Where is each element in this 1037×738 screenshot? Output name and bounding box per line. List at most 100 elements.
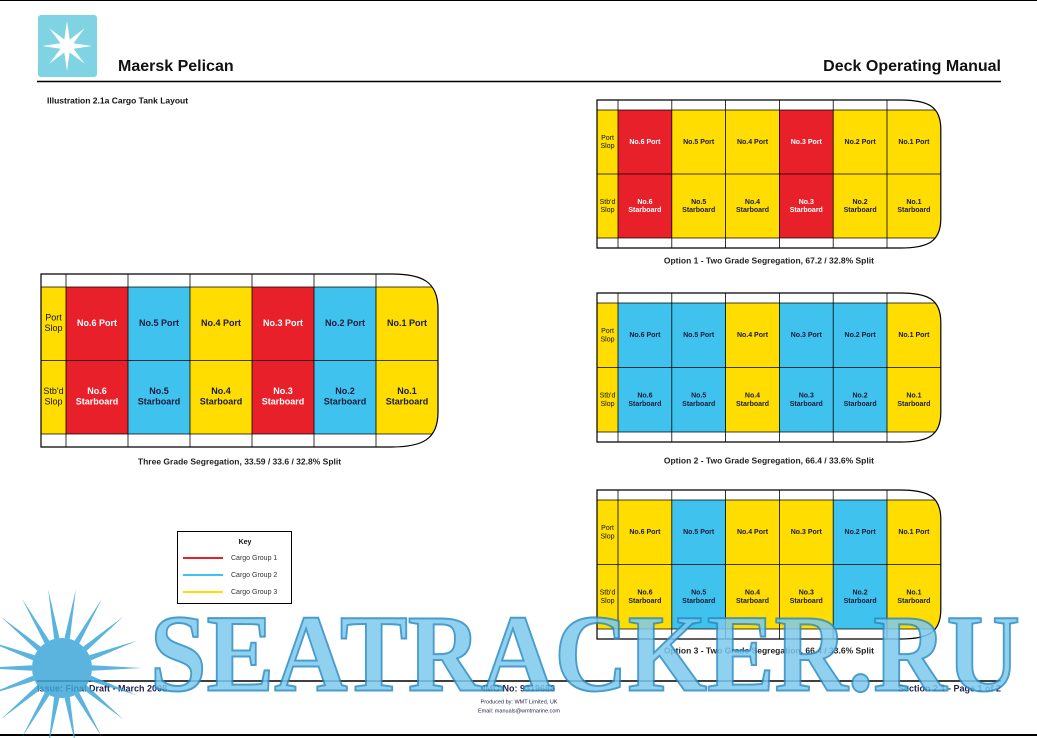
tank-label: No.4 Starboard — [200, 386, 243, 406]
logo-star — [42, 21, 92, 71]
tank-label: No.2 Port — [845, 332, 877, 339]
watermark-ray — [0, 685, 41, 720]
slop-tank — [597, 564, 618, 629]
hull-outline — [596, 489, 942, 640]
key-label: Cargo Group 2 — [231, 572, 277, 579]
watermark-ray — [91, 665, 142, 671]
tank-label: No.5 Port — [139, 318, 179, 328]
tank-label: No.3 Port — [791, 529, 823, 536]
slop-label: Stb'd Slop — [600, 393, 616, 408]
port-tank — [887, 303, 941, 368]
watermark-ray — [83, 685, 124, 720]
watermark-text: SEATRACKER.RU — [150, 592, 1020, 714]
tank-label: No.1 Starboard — [897, 199, 930, 214]
tank-label: No.5 Port — [683, 529, 715, 536]
slop-tank — [597, 500, 618, 565]
key-box — [177, 531, 292, 604]
tank-label: No.2 Port — [845, 139, 877, 146]
tank-label: No.4 Starboard — [736, 393, 769, 408]
tank-label: No.2 Port — [845, 529, 877, 536]
watermark-ray — [22, 692, 50, 738]
tank-label: No.6 Port — [77, 318, 117, 328]
tank-label: No.2 Starboard — [844, 393, 877, 408]
tank-label: No.2 Starboard — [324, 386, 367, 406]
key-title: Key — [239, 539, 252, 546]
tank-label: No.6 Port — [629, 139, 661, 146]
watermark-sun — [32, 638, 92, 698]
tank-label: No.2 Starboard — [844, 199, 877, 214]
key-label: Cargo Group 3 — [231, 589, 277, 596]
tank-label: No.1 Port — [898, 332, 930, 339]
tank-label: No.1 Port — [898, 529, 930, 536]
slop-label: Stb'd Slop — [600, 199, 616, 214]
footer-section: Section 2.1 - Page 1 of 2 — [898, 683, 1001, 693]
watermark-ray — [89, 675, 138, 696]
tank-label: No.6 Starboard — [628, 590, 661, 605]
tank-label: No.6 Port — [629, 529, 661, 536]
watermark-ray — [22, 598, 50, 644]
manual-title: Deck Operating Manual — [823, 58, 1001, 75]
slop-label: Stb'd Slop — [600, 590, 616, 605]
watermark-ray — [0, 616, 41, 651]
hull-outline — [40, 273, 439, 448]
tank-label: No.6 Starboard — [628, 199, 661, 214]
watermark-ray — [83, 616, 124, 651]
tank-label: No.5 Port — [683, 332, 715, 339]
tank-label: No.2 Starboard — [844, 590, 877, 605]
watermark-ray — [49, 696, 60, 738]
slop-label: Port Slop — [44, 313, 62, 333]
watermark-ray — [48, 589, 60, 640]
tank-label: No.4 Port — [737, 529, 769, 536]
starboard-tank — [376, 360, 438, 434]
tank-label: No.4 Port — [737, 139, 769, 146]
tank-label: No.3 Starboard — [790, 590, 823, 605]
key-label: Cargo Group 1 — [231, 555, 277, 562]
tank-label: No.5 Starboard — [682, 393, 715, 408]
tank-label: No.6 Port — [629, 332, 661, 339]
diagram-caption: Option 3 - Two Grade Segregation, 66.4 /… — [664, 645, 874, 655]
diagram-caption: Option 2 - Two Grade Segregation, 66.4 /… — [664, 455, 874, 465]
slop-label: Port Slop — [600, 135, 614, 150]
tank-label: No.1 Starboard — [897, 393, 930, 408]
slop-label: Port Slop — [600, 525, 614, 540]
watermark-ray — [64, 589, 76, 640]
tank-diagram — [597, 490, 941, 639]
watermark-ray — [74, 598, 102, 644]
tank-label: No.5 Starboard — [682, 199, 715, 214]
slop-tank — [597, 303, 618, 368]
tank-label: No.1 Port — [898, 139, 930, 146]
slop-tank — [597, 367, 618, 432]
slop-tank — [41, 287, 66, 361]
diagram-caption: Option 1 - Two Grade Segregation, 67.2 /… — [664, 255, 874, 265]
watermark-ray — [0, 675, 35, 692]
watermark: SEATRACKER.RU — [0, 589, 1021, 738]
starboard-tank — [887, 174, 941, 238]
tank-label: No.3 Starboard — [790, 393, 823, 408]
port-tank — [887, 500, 941, 565]
starboard-tank — [887, 367, 941, 432]
tank-label: No.3 Port — [263, 318, 303, 328]
port-tank — [376, 287, 438, 361]
tank-label: No.3 Starboard — [790, 199, 823, 214]
tank-label: No.5 Starboard — [682, 590, 715, 605]
tank-label: No.4 Port — [201, 318, 241, 328]
tank-diagram — [597, 293, 941, 442]
slop-label: Port Slop — [600, 328, 614, 343]
watermark-ray — [89, 640, 138, 661]
illustration-title: Illustration 2.1a Cargo Tank Layout — [47, 95, 188, 105]
footer-produced: Produced by: WMT Limited, UK — [481, 699, 558, 705]
watermark-ray — [64, 696, 75, 738]
slop-tank — [41, 360, 66, 434]
slop-label: Stb'd Slop — [43, 386, 63, 406]
tank-label: No.3 Port — [791, 332, 823, 339]
diagram-caption: Three Grade Segregation, 33.59 / 33.6 / … — [138, 456, 341, 466]
footer-imo: IMO No: 9319686 — [483, 683, 555, 693]
tank-label: No.2 Port — [325, 318, 365, 328]
starboard-tank — [887, 564, 941, 629]
slop-tank — [597, 110, 618, 174]
watermark-ray — [74, 692, 102, 738]
company-name: Maersk Pelican — [118, 58, 234, 75]
tank-label: No.1 Starboard — [897, 590, 930, 605]
